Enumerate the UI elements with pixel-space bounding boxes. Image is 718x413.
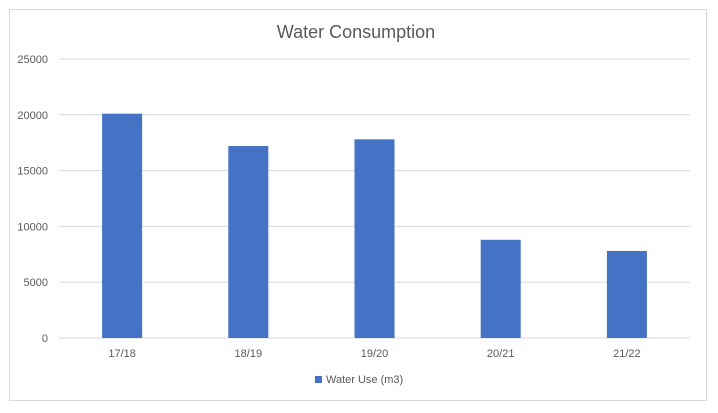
- x-tick-label: 18/19: [235, 348, 263, 360]
- y-tick-label: 25000: [17, 54, 48, 66]
- legend: Water Use (m3): [315, 374, 403, 386]
- y-tick-label: 10000: [17, 221, 48, 233]
- x-axis-ticks: 17/18 18/19 19/20 20/21 21/22: [108, 348, 640, 360]
- x-tick-label: 19/20: [361, 348, 389, 360]
- bar-18-19: [228, 146, 269, 338]
- y-tick-label: 15000: [17, 166, 48, 178]
- legend-swatch: [315, 376, 322, 383]
- bar-21-22: [606, 250, 647, 338]
- x-tick-label: 20/21: [487, 348, 515, 360]
- y-tick-label: 0: [42, 333, 48, 345]
- gridlines: [59, 58, 690, 339]
- y-axis-ticks: 0 5000 10000 15000 20000 25000: [17, 54, 48, 345]
- bar-20-21: [480, 239, 521, 338]
- bar-17-18: [102, 113, 143, 339]
- chart-title: Water Consumption: [277, 22, 435, 42]
- bar-19-20: [354, 139, 395, 338]
- y-tick-label: 5000: [24, 277, 48, 289]
- bars: [102, 113, 647, 339]
- y-tick-label: 20000: [17, 110, 48, 122]
- x-tick-label: 17/18: [108, 348, 136, 360]
- legend-label: Water Use (m3): [326, 374, 403, 386]
- x-tick-label: 21/22: [613, 348, 641, 360]
